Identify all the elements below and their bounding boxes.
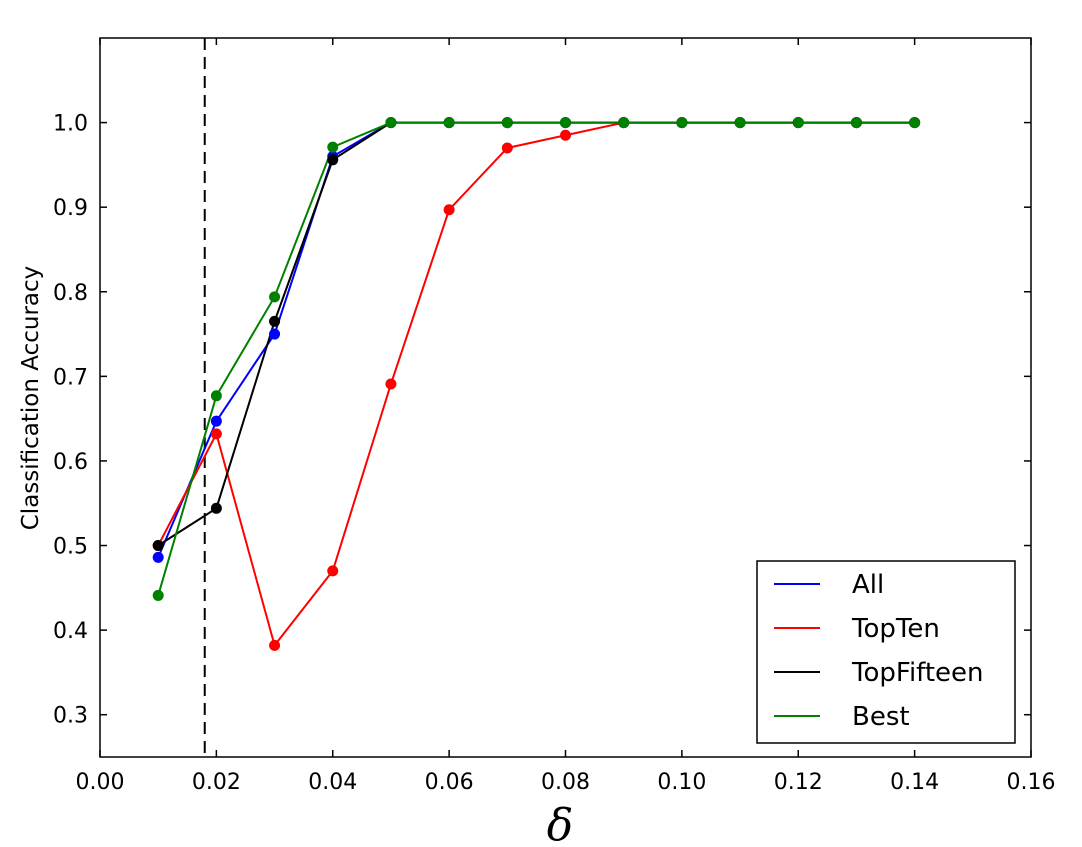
legend-label-topten: TopTen [851,614,940,644]
y-axis-title: Classification Accuracy [18,266,44,531]
data-point-best [792,117,804,129]
y-tick-label: 1.0 [53,112,88,137]
data-point-topten [210,428,222,440]
data-point-topfifteen [152,540,164,552]
data-point-best [560,117,571,129]
data-point-best [327,141,339,153]
legend-box [756,560,1016,744]
x-tick-label: 0.06 [425,770,474,795]
x-tick-label: 0.14 [890,770,939,795]
x-tick-label: 0.08 [541,770,590,795]
legend-label-all: All [852,570,884,600]
data-point-best [909,117,921,129]
data-point-topten [443,204,455,216]
series-line-best [157,121,915,596]
data-point-topten [269,639,281,651]
legend-label-topfifteen: TopFifteen [851,658,984,688]
data-point-best [210,390,222,402]
data-point-best [850,117,862,129]
y-tick-label: 0.8 [53,281,88,306]
y-tick-label: 0.5 [53,535,88,560]
data-point-best [443,117,455,129]
y-axis-ticks: 0.3 0.4 0.5 0.6 0.7 0.8 0.9 1.0 [53,112,1031,729]
data-point-topfifteen [210,502,222,514]
x-tick-label: 0.16 [1007,770,1056,795]
plot-markers [152,117,921,651]
legend: All TopTen TopFifteen Best [756,560,1016,744]
x-tick-label: 0.04 [308,770,357,795]
x-tick-label: 0.10 [657,770,706,795]
data-point-best [501,117,513,129]
x-axis-ticks: 0.00 0.02 0.04 0.06 0.08 0.10 0.12 0.14 0.16 [76,38,1056,795]
legend-entries: All TopTen TopFifteen Best [774,570,984,732]
data-point-best [618,117,630,129]
legend-label-best: Best [852,702,910,732]
plot-lines [157,38,915,757]
data-point-best [152,589,164,601]
data-point-topfifteen [327,154,339,166]
x-tick-label: 0.02 [192,770,241,795]
data-point-all [152,551,164,563]
data-point-topten [560,129,571,141]
y-tick-label: 0.6 [53,450,88,475]
data-point-best [676,117,688,129]
y-tick-label: 0.7 [53,365,88,390]
data-point-all [210,415,222,427]
data-point-all [269,328,281,340]
data-point-topten [327,565,339,577]
y-tick-label: 0.9 [53,196,88,221]
x-tick-label: 0.12 [774,770,823,795]
x-tick-label: 0.00 [76,770,125,795]
y-tick-label: 0.4 [53,619,88,644]
y-tick-label: 0.3 [53,704,88,729]
data-point-topfifteen [269,315,281,327]
data-point-topten [501,142,513,154]
data-point-best [269,291,281,303]
x-axis-title: δ [547,800,574,847]
data-point-topten [385,378,397,390]
data-point-best [385,117,397,129]
data-point-best [734,117,746,129]
